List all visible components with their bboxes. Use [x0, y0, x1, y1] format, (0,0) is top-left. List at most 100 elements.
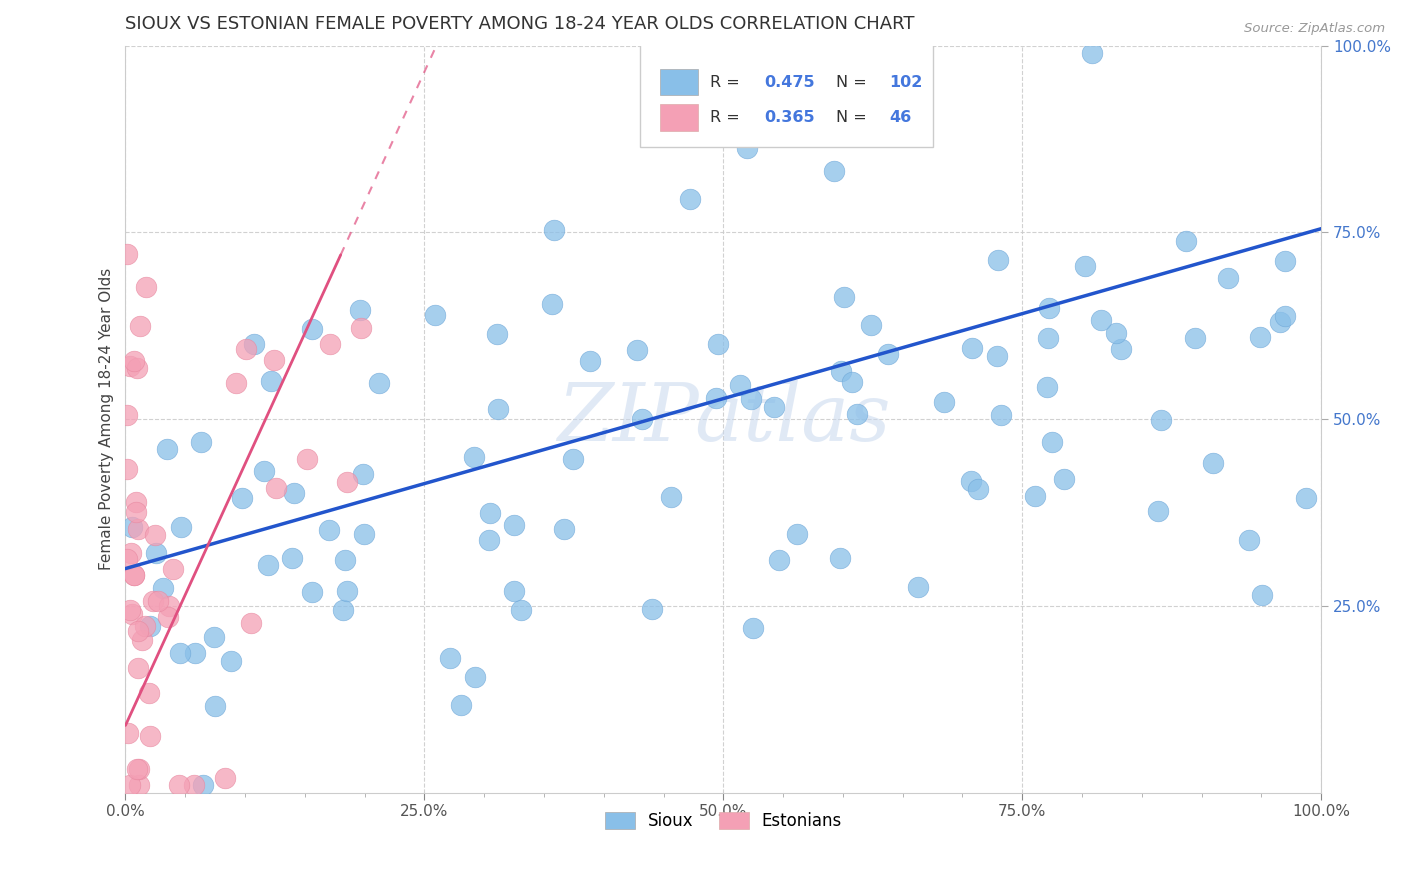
Point	[145, 546, 167, 560]
Point	[830, 550, 852, 565]
Point	[1053, 471, 1076, 485]
Point	[967, 483, 990, 497]
Point	[1216, 271, 1239, 285]
Point	[332, 602, 354, 616]
Text: N =: N =	[835, 110, 872, 125]
Point	[1268, 315, 1291, 329]
Point	[202, 630, 225, 644]
Point	[128, 762, 150, 776]
Point	[1184, 331, 1206, 345]
Point	[214, 771, 236, 785]
Point	[823, 164, 845, 178]
Point	[257, 558, 280, 572]
Point	[841, 375, 863, 389]
Point	[1295, 491, 1317, 506]
Text: 102: 102	[890, 75, 922, 90]
Point	[704, 391, 727, 405]
Point	[118, 359, 141, 373]
Point	[225, 376, 247, 391]
Point	[335, 584, 357, 599]
Point	[1073, 259, 1095, 273]
FancyBboxPatch shape	[640, 38, 932, 146]
Point	[830, 364, 852, 378]
Point	[876, 347, 898, 361]
Point	[190, 435, 212, 450]
Point	[1036, 379, 1059, 393]
Point	[135, 280, 157, 294]
Point	[768, 553, 790, 567]
Point	[120, 545, 142, 559]
Point	[1040, 434, 1063, 449]
Y-axis label: Female Poverty Among 18-24 Year Olds: Female Poverty Among 18-24 Year Olds	[100, 268, 114, 570]
Point	[742, 621, 765, 635]
Point	[1251, 588, 1274, 602]
Point	[301, 322, 323, 336]
Point	[121, 607, 143, 621]
Point	[1274, 254, 1296, 268]
Point	[1249, 330, 1271, 344]
Point	[1081, 46, 1104, 61]
Point	[219, 654, 242, 668]
Point	[139, 729, 162, 743]
Point	[1109, 342, 1132, 356]
Point	[115, 552, 138, 566]
Point	[131, 632, 153, 647]
Point	[193, 778, 215, 792]
Point	[859, 318, 882, 333]
Point	[127, 361, 149, 376]
Point	[162, 561, 184, 575]
Point	[121, 519, 143, 533]
Point	[763, 400, 786, 414]
Point	[167, 778, 190, 792]
Point	[295, 451, 318, 466]
Text: Source: ZipAtlas.com: Source: ZipAtlas.com	[1244, 22, 1385, 36]
Point	[503, 584, 526, 599]
Point	[730, 377, 752, 392]
Point	[336, 475, 359, 489]
Point	[125, 505, 148, 519]
Point	[846, 407, 869, 421]
Point	[142, 594, 165, 608]
Point	[169, 646, 191, 660]
Point	[579, 354, 602, 368]
Point	[157, 599, 180, 613]
Text: 46: 46	[890, 110, 911, 125]
Text: R =: R =	[710, 75, 745, 90]
Point	[907, 580, 929, 594]
Point	[155, 442, 177, 456]
Point	[478, 506, 501, 520]
Point	[333, 553, 356, 567]
Bar	[659, 70, 699, 95]
Point	[240, 615, 263, 630]
Point	[740, 392, 762, 407]
Point	[486, 327, 509, 342]
Point	[352, 467, 374, 482]
Text: ZIPatlas: ZIPatlas	[557, 380, 890, 458]
Point	[118, 778, 141, 792]
Point	[170, 520, 193, 534]
Point	[706, 336, 728, 351]
Point	[204, 698, 226, 713]
Point	[1036, 331, 1059, 345]
Point	[986, 349, 1008, 363]
Point	[115, 409, 138, 423]
Point	[253, 464, 276, 478]
Text: 0.475: 0.475	[763, 75, 814, 90]
Point	[231, 491, 253, 505]
Point	[128, 778, 150, 792]
Point	[353, 527, 375, 541]
Point	[1024, 489, 1046, 503]
Point	[486, 402, 509, 417]
Point	[139, 618, 162, 632]
Point	[134, 619, 156, 633]
Point	[157, 610, 180, 624]
Point	[120, 603, 142, 617]
Point	[1175, 234, 1198, 248]
Point	[1146, 504, 1168, 518]
Point	[183, 778, 205, 792]
Point	[737, 141, 759, 155]
Point	[127, 624, 149, 638]
Point	[138, 685, 160, 699]
Point	[235, 342, 257, 356]
Point	[263, 352, 285, 367]
